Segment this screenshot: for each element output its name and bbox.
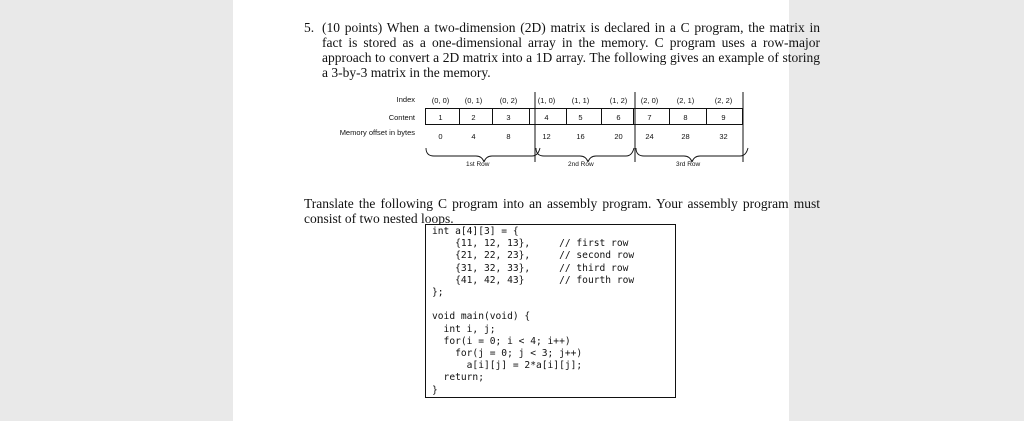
index-cell: (2, 1): [676, 96, 695, 105]
table-dividers: [425, 92, 749, 162]
content-cell: 1: [438, 113, 443, 122]
index-cell: (0, 0): [431, 96, 450, 105]
index-cell: (0, 2): [499, 96, 518, 105]
offset-cell: 24: [645, 132, 654, 141]
c-code: int a[4][3] = { {11, 12, 13}, // first r…: [432, 226, 635, 396]
cell-divider: [529, 109, 530, 124]
row-label-2: 2nd Row: [568, 161, 594, 168]
row-label-3: 3rd Row: [676, 161, 701, 168]
content-cell: 4: [544, 113, 549, 122]
offset-cell: 4: [471, 132, 476, 141]
question-5: 5. (10 points) When a two-dimension (2D)…: [304, 20, 820, 80]
content-cell: 7: [647, 113, 652, 122]
content-cell: 6: [616, 113, 621, 122]
question-text: (10 points) When a two-dimension (2D) ma…: [322, 20, 820, 80]
content-cell: 2: [471, 113, 476, 122]
index-cell: (2, 2): [714, 96, 733, 105]
cell-divider: [566, 109, 567, 124]
cell-divider: [459, 109, 460, 124]
content-label: Content: [388, 113, 415, 122]
cell-divider: [492, 109, 493, 124]
index-cell: (2, 0): [640, 96, 659, 105]
index-cell: (1, 2): [609, 96, 628, 105]
content-cell: 9: [721, 113, 726, 122]
cell-divider: [633, 109, 634, 124]
instruction-text: Translate the following C program into a…: [304, 196, 820, 226]
content-cell: 8: [683, 113, 688, 122]
cell-divider: [669, 109, 670, 124]
content-cell: 5: [578, 113, 583, 122]
code-box: int a[4][3] = { {11, 12, 13}, // first r…: [425, 224, 676, 398]
offset-cell: 0: [438, 132, 443, 141]
offset-cell: 8: [506, 132, 511, 141]
cell-divider: [706, 109, 707, 124]
index-label: Index: [396, 95, 415, 104]
question-number: 5.: [304, 20, 315, 35]
content-cell: 3: [506, 113, 511, 122]
index-cell: (0, 1): [464, 96, 483, 105]
cell-divider: [601, 109, 602, 124]
row-label-1: 1st Row: [466, 161, 490, 168]
offset-label: Memory offset in bytes: [339, 128, 415, 137]
offset-cell: 20: [614, 132, 623, 141]
offset-cell: 16: [576, 132, 585, 141]
offset-cell: 32: [719, 132, 728, 141]
index-cell: (1, 0): [537, 96, 556, 105]
offset-cell: 12: [542, 132, 551, 141]
index-cell: (1, 1): [571, 96, 590, 105]
offset-cell: 28: [681, 132, 690, 141]
